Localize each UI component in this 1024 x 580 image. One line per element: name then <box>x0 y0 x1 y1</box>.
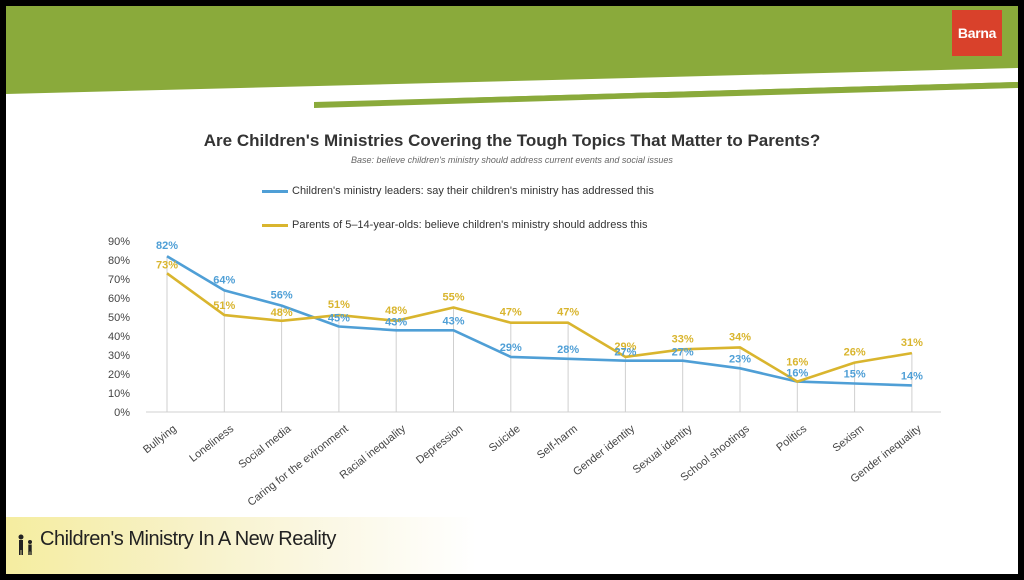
legend-swatch-leaders <box>262 189 288 193</box>
legend-leaders: Children's ministry leaders: say their c… <box>262 185 654 197</box>
data-label-parents: 47% <box>500 307 522 319</box>
data-label-parents: 48% <box>385 305 407 317</box>
y-tick-label: 40% <box>108 331 130 343</box>
y-tick-label: 50% <box>108 312 130 324</box>
data-label-leaders: 23% <box>729 353 751 365</box>
x-category-label: Self-harm <box>535 423 580 462</box>
x-category-label: Gender identity <box>571 423 638 479</box>
data-label-parents: 34% <box>729 331 751 343</box>
y-tick-label: 30% <box>108 350 130 362</box>
data-label-parents: 48% <box>271 307 293 319</box>
data-label-leaders: 64% <box>213 274 235 286</box>
header-stripe <box>314 82 1018 108</box>
x-category-label: Caring for the evironment <box>246 423 351 509</box>
y-tick-label: 60% <box>108 293 130 305</box>
data-label-parents: 73% <box>156 259 178 271</box>
family-icon <box>18 534 32 555</box>
legend-label-leaders: Children's ministry leaders: say their c… <box>292 185 654 197</box>
data-label-leaders: 27% <box>672 347 694 359</box>
legend-parents: Parents of 5–14-year-olds: believe child… <box>262 219 648 231</box>
data-label-leaders: 43% <box>385 316 407 328</box>
y-tick-label: 80% <box>108 255 130 267</box>
data-label-parents: 29% <box>614 341 636 353</box>
series-line-leaders <box>166 255 912 387</box>
footer-band <box>6 517 476 574</box>
y-tick-label: 10% <box>108 388 130 400</box>
y-tick-label: 70% <box>108 274 130 286</box>
data-label-parents: 16% <box>786 357 808 369</box>
x-category-label: Politics <box>774 423 809 454</box>
x-category-label: Suicide <box>487 423 523 455</box>
data-label-leaders: 14% <box>901 370 923 382</box>
header-green-band <box>6 6 1018 94</box>
x-category-label: Sexism <box>831 423 867 455</box>
data-label-leaders: 29% <box>500 342 522 354</box>
data-label-leaders: 27% <box>614 347 636 359</box>
x-category-label: Social media <box>236 422 294 471</box>
x-category-label: Loneliness <box>187 423 236 465</box>
series-line-parents <box>166 272 913 383</box>
data-label-leaders: 82% <box>156 240 178 252</box>
data-label-parents: 26% <box>844 347 866 359</box>
data-label-parents: 55% <box>442 292 464 304</box>
line-chart: 0% 10% 20% 30% 40% 50% 60% 70% 80% 90% 73% 82% 51% 64… <box>108 236 941 509</box>
data-label-leaders: 43% <box>442 315 464 327</box>
y-tick-label: 90% <box>108 236 130 248</box>
slide: Barna Are Children's Ministries Covering… <box>6 6 1018 574</box>
data-label-leaders: 28% <box>557 344 579 356</box>
y-tick-label: 0% <box>114 407 130 419</box>
data-label-leaders: 16% <box>786 368 808 380</box>
x-category-label: Bullying <box>141 423 179 456</box>
legend-label-parents: Parents of 5–14-year-olds: believe child… <box>292 219 648 231</box>
footer-title: Children's Ministry In A New Reality <box>40 528 336 550</box>
chart-title: Are Children's Ministries Covering the T… <box>203 131 821 150</box>
data-label-leaders: 45% <box>328 313 350 325</box>
data-label-parents: 51% <box>213 300 235 312</box>
x-category-label: Depression <box>414 423 465 467</box>
barna-logo: Barna <box>952 10 1002 56</box>
legend-swatch-parents <box>262 223 288 227</box>
data-label-parents: 51% <box>328 299 350 311</box>
data-label-parents: 33% <box>672 333 694 345</box>
data-label-leaders: 56% <box>271 290 293 302</box>
data-label-leaders: 15% <box>844 369 866 381</box>
data-label-parents: 47% <box>557 307 579 319</box>
chart-subtitle: Base: believe children's ministry should… <box>351 155 673 165</box>
data-label-parents: 31% <box>901 337 923 349</box>
y-tick-label: 20% <box>108 369 130 381</box>
